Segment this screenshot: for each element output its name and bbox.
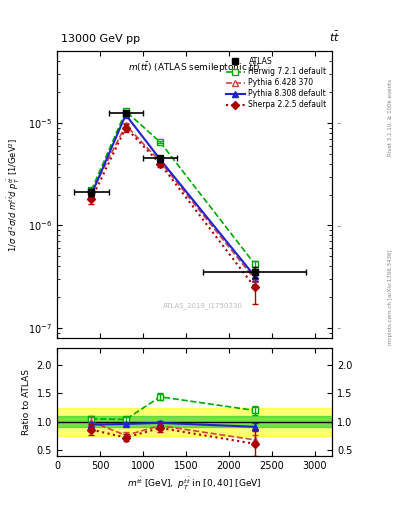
- Text: $m(t\bar{t})$ (ATLAS semileptonic $t\bar{t}$): $m(t\bar{t})$ (ATLAS semileptonic $t\bar…: [128, 60, 261, 75]
- Y-axis label: $1/\sigma\ d^2\sigma/d\ m^{t\bar{t}}d\ p_T^{t\bar{t}}\ [1/\mathrm{GeV}^2]$: $1/\sigma\ d^2\sigma/d\ m^{t\bar{t}}d\ p…: [6, 137, 22, 252]
- Text: 13000 GeV pp: 13000 GeV pp: [61, 33, 140, 44]
- Text: Rivet 3.1.10, ≥ 100k events: Rivet 3.1.10, ≥ 100k events: [388, 79, 393, 156]
- Text: ATLAS_2019_I1750330: ATLAS_2019_I1750330: [163, 303, 243, 309]
- Bar: [57, 408, 332, 436]
- Bar: [57, 416, 332, 428]
- Text: $t\bar{t}$: $t\bar{t}$: [329, 29, 340, 44]
- X-axis label: $m^{t\bar{t}}\ \mathrm{[GeV]},\ p_T^{t\bar{t}}\ \mathrm{in}\ [0,40]\ \mathrm{[Ge: $m^{t\bar{t}}\ \mathrm{[GeV]},\ p_T^{t\b…: [127, 476, 262, 493]
- Legend: ATLAS, Herwig 7.2.1 default, Pythia 6.428 370, Pythia 8.308 default, Sherpa 2.2.: ATLAS, Herwig 7.2.1 default, Pythia 6.42…: [224, 55, 328, 111]
- Y-axis label: Ratio to ATLAS: Ratio to ATLAS: [22, 369, 31, 435]
- Text: mcplots.cern.ch [arXiv:1306.3436]: mcplots.cern.ch [arXiv:1306.3436]: [388, 249, 393, 345]
